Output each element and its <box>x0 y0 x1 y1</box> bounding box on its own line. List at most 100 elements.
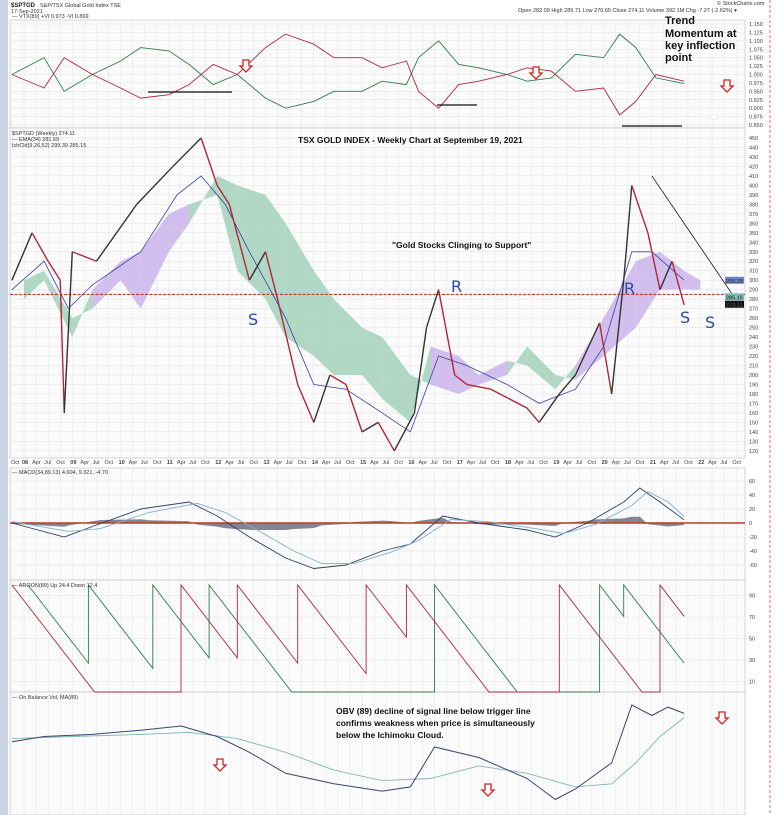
down-arrows <box>212 59 735 797</box>
price-segment <box>598 322 613 395</box>
price-segment <box>172 137 202 167</box>
y-tick-label: 290 <box>749 288 758 294</box>
price-label: 299.39 <box>726 279 743 285</box>
price-segment <box>671 261 685 306</box>
y-tick-label: 410 <box>749 174 758 180</box>
price-segment <box>59 280 65 413</box>
price-segment <box>631 185 649 234</box>
resistance-label: R <box>624 279 635 298</box>
y-tick-label: 0.925 <box>749 98 763 104</box>
x-tick-label: Apr <box>563 460 572 466</box>
support-label: S <box>705 313 715 332</box>
left-frame <box>0 0 8 815</box>
y-tick-label: 150 <box>749 420 758 426</box>
aroon-down-line <box>11 583 685 693</box>
x-tick-label: Oct <box>636 460 645 466</box>
ichimoku-cloud-segment <box>333 299 363 375</box>
index-name: S&P/TSX Global Gold Index TSE <box>40 3 121 9</box>
down-arrow-shape <box>528 66 544 80</box>
y-tick-label: 310 <box>749 269 758 275</box>
panel-macd <box>9 467 746 581</box>
chart-marks: 1.150 1.125 1.100 1.075 1.050 1.025 1.000 0.975… <box>10 22 763 801</box>
macd-legend: — MACD(34,89,13) 4.604, 9.321, -4.70 <box>12 470 108 476</box>
down-arrow-shape <box>480 783 496 797</box>
x-tick-label: Apr <box>274 460 283 466</box>
quote-annotation: "Gold Stocks Clinging to Support" <box>392 240 531 250</box>
price-segment <box>11 232 33 281</box>
y-tick-label: 260 <box>749 316 758 322</box>
x-tick-label: Oct <box>153 460 162 466</box>
legend-swatch <box>709 114 718 120</box>
y-tick-label: 300 <box>749 278 758 284</box>
ichimoku-cloud-segment <box>659 251 685 290</box>
obv-ma-line <box>11 717 685 788</box>
x-tick-label: Oct <box>201 460 210 466</box>
obv-line <box>11 704 685 801</box>
price-segment <box>659 260 673 290</box>
x-tick-label: Apr <box>225 460 234 466</box>
x-tick-year: 17 <box>457 460 463 466</box>
obv-legend: — On Balance Vol, MA(89) <box>12 695 78 701</box>
price-segment <box>361 421 379 433</box>
ichimoku-cloud-segment <box>362 327 383 399</box>
obv-note-line-1: OBV (89) decline of signal line below tr… <box>336 706 531 716</box>
price-label-box <box>725 276 744 284</box>
trend-note-line-3: key inflection <box>665 40 736 52</box>
x-tick-label: Apr <box>80 460 89 466</box>
panel-vtx <box>9 19 746 129</box>
quote-summary: Open 282.09 High 289.71 Low 270.65 Close… <box>518 8 737 14</box>
ichimoku-cloud-segment <box>575 318 604 380</box>
ichimoku-cloud-segment <box>24 270 45 300</box>
x-tick-label: Oct <box>249 460 258 466</box>
down-arrow-icon <box>212 758 228 772</box>
price-segment <box>413 327 428 414</box>
price-segment <box>393 412 416 452</box>
price-segment <box>248 251 267 281</box>
ichimoku-cloud-segment <box>382 337 411 423</box>
y-tick-label: 360 <box>749 221 758 227</box>
y-tick-label: 270 <box>749 307 758 313</box>
x-tick-label: Jul <box>624 460 631 466</box>
x-tick-label: Jul <box>189 460 196 466</box>
y-tick-label: 440 <box>749 145 758 151</box>
copyright: © StockCharts.com <box>717 0 765 7</box>
y-tick-label: 0.975 <box>749 81 763 87</box>
x-tick-label: Jul <box>720 460 727 466</box>
x-tick-label: Apr <box>418 460 427 466</box>
down-arrow-icon <box>480 783 496 797</box>
y-tick-label: 430 <box>749 155 758 161</box>
x-tick-label: Oct <box>539 460 548 466</box>
y-tick-label: 280 <box>749 297 758 303</box>
y-tick-label: 1.125 <box>749 30 763 36</box>
cloud-legend: IchCld(9,26,52) 299.39 285.15 <box>12 143 86 149</box>
y-tick-label: 1.075 <box>749 47 763 53</box>
ema-line <box>11 175 685 433</box>
x-tick-year: 18 <box>505 460 511 466</box>
down-arrow-shape <box>212 758 228 772</box>
ichimoku-cloud-segment <box>72 289 93 338</box>
down-arrow-shape <box>714 711 730 725</box>
x-tick-label: Jul <box>575 460 582 466</box>
y-tick-label: 0.950 <box>749 89 763 95</box>
ichimoku-cloud-segment <box>92 261 121 309</box>
price-segment <box>95 203 138 262</box>
price-segment <box>31 232 49 262</box>
x-tick-year: 09 <box>70 460 76 466</box>
x-tick-year: 19 <box>553 460 559 466</box>
y-tick-label: 350 <box>749 231 758 237</box>
x-tick-label: Jul <box>141 460 148 466</box>
main-title: TSX GOLD INDEX - Weekly Chart at Septemb… <box>298 135 523 145</box>
down-arrow-icon <box>714 711 730 725</box>
y-tick-label: 1.150 <box>749 22 763 28</box>
x-tick-label: Oct <box>298 460 307 466</box>
x-tick-label: Oct <box>491 460 500 466</box>
vortex-legend: — VTX(89) +VI 0.973 -VI 0.869 <box>12 14 89 20</box>
x-tick-label: Oct <box>588 460 597 466</box>
ichimoku-cloud-segment <box>237 185 266 300</box>
x-tick-label: Apr <box>129 460 138 466</box>
y-tick-label: 0.850 <box>749 123 763 129</box>
y-tick-label: 210 <box>749 364 758 370</box>
x-tick-year: 15 <box>360 460 366 466</box>
y-tick-label: 0.875 <box>749 115 763 121</box>
vortex-minus-line <box>11 33 685 116</box>
